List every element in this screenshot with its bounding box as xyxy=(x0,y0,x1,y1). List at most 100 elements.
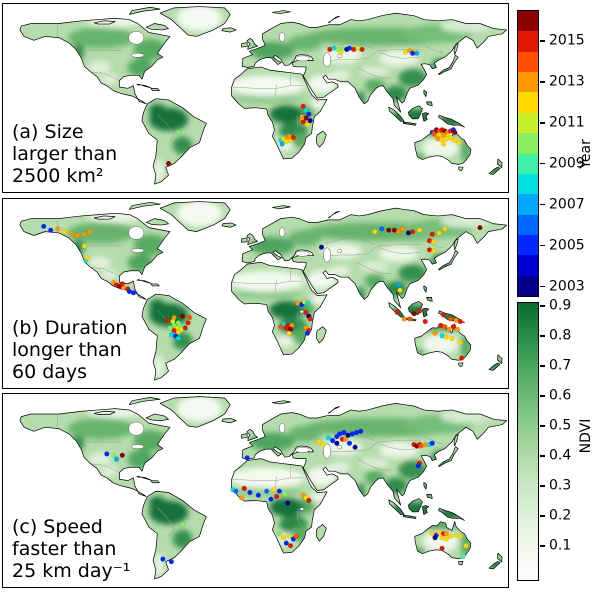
country-border xyxy=(231,280,291,285)
country-border xyxy=(297,115,303,133)
event-dot xyxy=(287,543,294,549)
coastline xyxy=(422,307,430,318)
event-dot xyxy=(303,107,309,113)
panel-b-caption: (b) Duration longer than 60 days xyxy=(12,317,127,383)
event-dot xyxy=(330,438,336,444)
year-tick-2009-label: 2009 xyxy=(549,155,585,172)
landmass xyxy=(316,131,327,148)
event-dot xyxy=(432,535,438,541)
panel-c-caption-line2: faster than xyxy=(12,538,117,560)
event-dot xyxy=(386,227,392,233)
ndvi-shading xyxy=(328,70,351,81)
event-dot xyxy=(286,133,292,139)
event-dot xyxy=(452,137,458,143)
event-dot xyxy=(175,329,181,335)
event-dot xyxy=(84,255,90,261)
year-tick-2011-mark xyxy=(540,122,545,124)
event-dot xyxy=(283,138,289,144)
ndvi-tick-0.6-label: 0.6 xyxy=(549,387,572,404)
coastline xyxy=(221,222,237,228)
event-dot xyxy=(62,229,68,235)
coastline xyxy=(221,27,237,33)
year-colorbar-segment xyxy=(518,112,538,134)
ndvi-shading xyxy=(269,497,304,517)
coastline xyxy=(402,515,417,519)
event-dot xyxy=(130,290,136,296)
event-dot xyxy=(304,330,310,336)
event-dot xyxy=(119,452,125,458)
event-dot xyxy=(449,335,455,341)
year-colorbar-segment xyxy=(518,234,538,256)
coastline xyxy=(453,238,459,251)
event-dot xyxy=(447,533,454,540)
landmass xyxy=(497,354,503,364)
coastline xyxy=(388,499,405,515)
panel-b-caption-line1: (b) Duration xyxy=(12,317,128,339)
coastline xyxy=(136,279,152,284)
coastline xyxy=(246,233,258,246)
lake xyxy=(128,226,145,240)
ndvi-shading xyxy=(101,465,118,477)
event-dot xyxy=(320,441,326,448)
event-dot xyxy=(463,543,469,549)
event-dot xyxy=(307,316,313,322)
event-dot xyxy=(417,308,423,314)
event-dot xyxy=(74,232,80,239)
country-border xyxy=(325,237,375,245)
event-dot xyxy=(415,463,421,469)
ndvi-tick-0.6-mark xyxy=(540,395,545,397)
event-dot xyxy=(456,140,462,146)
year-colorbar-segment xyxy=(518,214,538,235)
ndvi-shading xyxy=(398,264,427,283)
country-border xyxy=(378,247,420,254)
event-dot xyxy=(446,326,452,332)
coastline xyxy=(141,98,207,185)
ndvi-shading xyxy=(360,457,389,469)
year-colorbar-segment xyxy=(518,153,538,174)
country-border xyxy=(377,440,422,443)
event-dot xyxy=(346,440,353,446)
ndvi-tick-0.5-label: 0.5 xyxy=(549,417,572,434)
coastline xyxy=(423,285,428,293)
country-border xyxy=(274,476,277,490)
coastline xyxy=(19,212,171,300)
event-dot xyxy=(299,115,305,121)
ndvi-shading xyxy=(360,66,389,77)
lake xyxy=(299,310,305,314)
event-dot xyxy=(442,226,448,232)
year-tick-2011-label: 2011 xyxy=(549,114,585,131)
event-dot xyxy=(307,118,313,124)
year-colorbar-segment xyxy=(518,194,538,215)
event-dot xyxy=(443,536,449,542)
ndvi-tick-0.1-label: 0.1 xyxy=(549,537,572,554)
event-dot xyxy=(440,141,446,147)
ndvi-shading xyxy=(101,269,118,280)
ndvi-tick-0.8-mark xyxy=(540,335,545,337)
country-border xyxy=(231,85,291,89)
ndvi-shading xyxy=(176,6,222,32)
country-border xyxy=(423,436,444,444)
country-border xyxy=(157,114,175,143)
event-dot xyxy=(276,531,282,537)
coastline xyxy=(402,121,417,126)
ndvi-shading xyxy=(422,137,459,159)
ndvi-tick-0.9-label: 0.9 xyxy=(549,297,572,314)
event-dot xyxy=(175,129,181,135)
event-dot xyxy=(160,556,166,562)
event-dot xyxy=(247,489,253,496)
lake xyxy=(295,55,310,62)
event-dot xyxy=(429,231,435,237)
lake xyxy=(337,249,343,254)
event-dot xyxy=(300,103,306,109)
country-border xyxy=(157,506,175,537)
panel-c-caption: (c) Speed faster than 25 km day⁻¹ xyxy=(12,516,130,582)
event-dot xyxy=(442,324,448,330)
coastline xyxy=(159,6,231,37)
country-border xyxy=(231,477,291,481)
event-dot xyxy=(352,444,358,450)
year-tick-2007-label: 2007 xyxy=(549,196,585,213)
ndvi-shading xyxy=(67,27,135,49)
country-border xyxy=(91,267,120,277)
event-dot xyxy=(179,521,186,528)
event-dot xyxy=(477,225,483,231)
